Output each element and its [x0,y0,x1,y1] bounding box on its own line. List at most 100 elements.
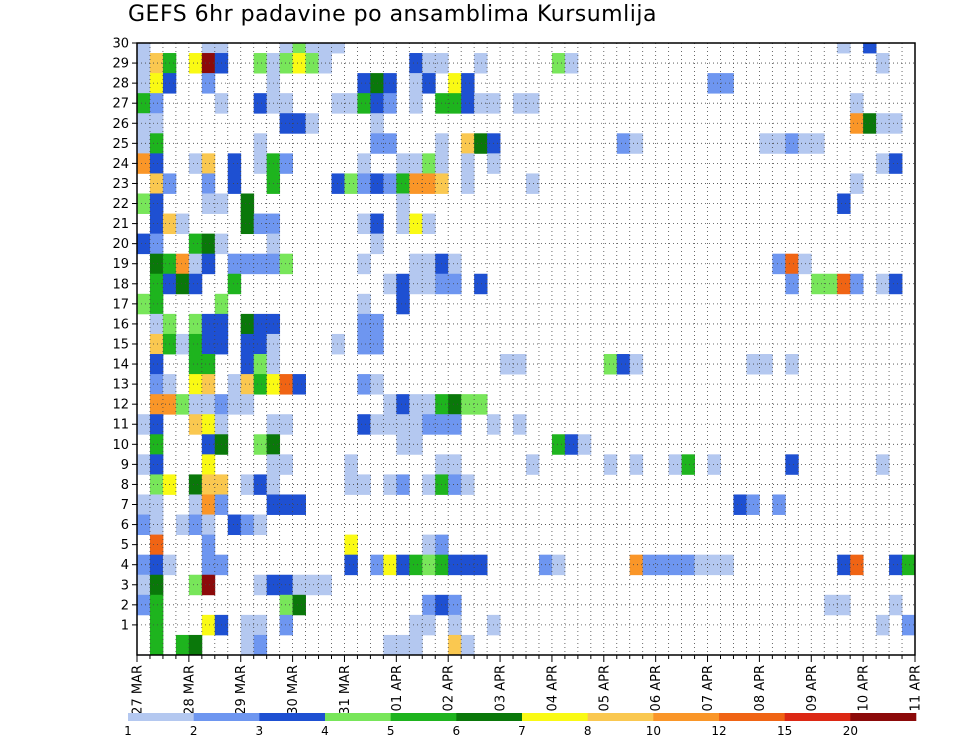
heatmap-cell [188,394,203,415]
heatmap-cell [850,113,864,134]
heatmap-cell [448,93,462,114]
heatmap-cell [149,253,164,275]
heatmap-cell [655,554,670,576]
heatmap-cell [253,474,268,495]
heatmap-cell [409,153,423,174]
heatmap-cell [149,634,164,656]
y-tick-label: 21 [112,217,129,232]
heatmap-cell [409,614,423,636]
heatmap-cell [149,434,164,455]
heatmap-cell [175,394,190,415]
colorbar-swatch [719,713,785,721]
x-tick-label: 11 APR [909,665,924,711]
colorbar-swatch [259,713,326,721]
heatmap-cell [409,213,423,235]
heatmap-cell [188,313,203,335]
heatmap-cell [448,273,462,295]
heatmap-cell [357,153,371,174]
heatmap-cell [357,293,371,315]
heatmap-cell [409,93,423,114]
heatmap-cell [357,253,371,275]
y-tick-label: 2 [121,598,129,613]
heatmap-cell [396,554,410,576]
heatmap-cell [188,494,203,515]
heatmap-cell [201,73,216,94]
heatmap-cell [149,153,164,174]
x-tick-label: 03 APR [494,665,509,711]
heatmap-cell [175,634,190,656]
heatmap-cell [240,213,255,235]
heatmap-cell [149,53,164,74]
y-tick-label: 6 [121,518,129,533]
heatmap-cell [149,173,164,194]
heatmap-cell [240,514,255,536]
colorbar-swatch [193,713,260,721]
heatmap-cell [201,534,216,556]
heatmap-cell [137,414,151,435]
heatmap-cell [149,354,164,375]
heatmap-cell [461,133,475,154]
heatmap-cell [357,73,371,94]
heatmap-cell [461,474,475,495]
y-tick-label: 12 [112,398,129,413]
colorbar-label: 12 [711,724,726,738]
heatmap-cell [240,474,255,495]
heatmap-cell [383,93,397,114]
heatmap-cell [201,354,216,375]
heatmap-cells [137,43,916,656]
heatmap-cell [396,634,410,656]
y-tick-label: 13 [112,378,129,393]
heatmap-cell [137,233,151,255]
heatmap-cell [253,333,268,355]
heatmap-cell [616,354,631,375]
heatmap-cell [409,394,423,415]
heatmap-cell [889,273,903,295]
heatmap-cell [201,514,216,536]
heatmap-cell [188,474,203,495]
heatmap-cell [305,43,319,54]
x-axis: 27 MAR 28 MAR 29 MAR 30 MAR 31 MAR 01 APR 02 A… [131,655,924,715]
y-tick-label: 28 [112,77,129,92]
heatmap-cell [137,193,151,214]
heatmap-cell [383,634,397,656]
heatmap-cell [396,193,410,214]
heatmap-cell [668,554,682,576]
heatmap-cell [448,454,462,475]
heatmap-cell [850,273,864,295]
heatmap-cell [240,313,255,335]
y-tick-label: 10 [112,438,129,453]
heatmap-cell [137,93,151,114]
colorbar-swatch [456,713,523,721]
heatmap-cell [253,313,268,335]
heatmap-cell [149,594,164,616]
heatmap-cell [292,113,306,134]
x-tick-label: 10 APR [857,665,872,711]
heatmap-cell [422,534,436,556]
heatmap-cell [902,614,916,636]
heatmap-cell [577,434,592,455]
heatmap-cell [422,213,436,235]
heatmap-cell [149,394,164,415]
heatmap-cell [137,133,151,154]
heatmap-cell [616,133,631,154]
heatmap-cell [201,253,216,275]
colorbar-swatch [325,713,391,721]
heatmap-cell [383,273,397,295]
heatmap-cell [409,554,423,576]
heatmap-cell [149,494,164,515]
heatmap-cell [409,73,423,94]
heatmap-cell [876,273,890,295]
heatmap-cell [772,253,786,275]
heatmap-cell [720,73,734,94]
heatmap-cell [201,494,216,515]
heatmap-cell [279,153,293,174]
heatmap-cell [253,253,268,275]
y-tick-label: 27 [112,97,129,112]
heatmap-cell [279,494,293,515]
heatmap-cell [149,273,164,295]
y-tick-label: 24 [112,157,129,172]
heatmap-cell [279,93,293,114]
heatmap-cell [357,474,371,495]
heatmap-cell [201,43,216,54]
heatmap-cell [149,333,164,355]
